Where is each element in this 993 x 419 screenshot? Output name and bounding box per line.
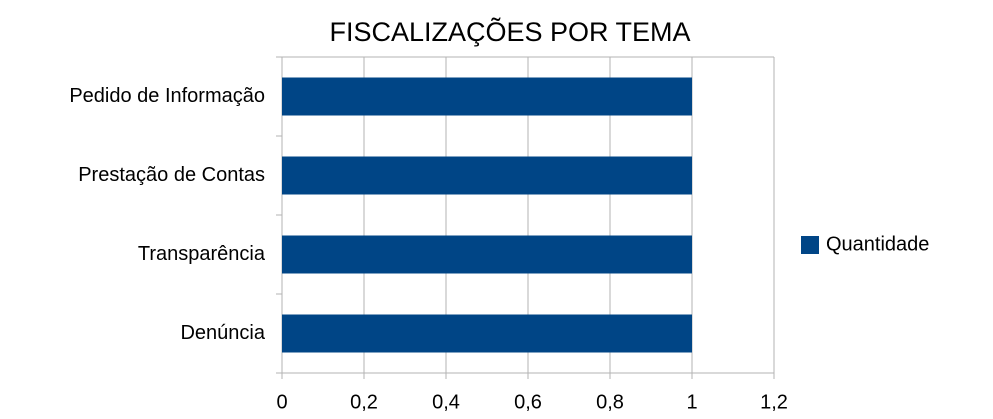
x-tick-label: 0,6 [514, 391, 542, 413]
x-tick-label: 0 [276, 391, 287, 413]
y-tick-label: Transparência [138, 243, 266, 265]
x-tick-label: 1 [686, 391, 697, 413]
x-tick-label: 0,4 [432, 391, 460, 413]
x-tick-label: 0,2 [350, 391, 378, 413]
bar [282, 77, 692, 116]
y-tick-label: Denúncia [180, 322, 265, 344]
bar [282, 314, 692, 353]
bar [282, 235, 692, 274]
y-tick-label: Pedido de Informação [69, 85, 265, 107]
chart-title: FISCALIZAÇÕES POR TEMA [329, 16, 690, 47]
x-tick-label: 0,8 [596, 391, 624, 413]
legend-label: Quantidade [826, 233, 929, 255]
bar [282, 156, 692, 195]
legend-swatch [801, 236, 819, 254]
x-tick-label: 1,2 [760, 391, 788, 413]
y-tick-label: Prestação de Contas [78, 164, 265, 186]
